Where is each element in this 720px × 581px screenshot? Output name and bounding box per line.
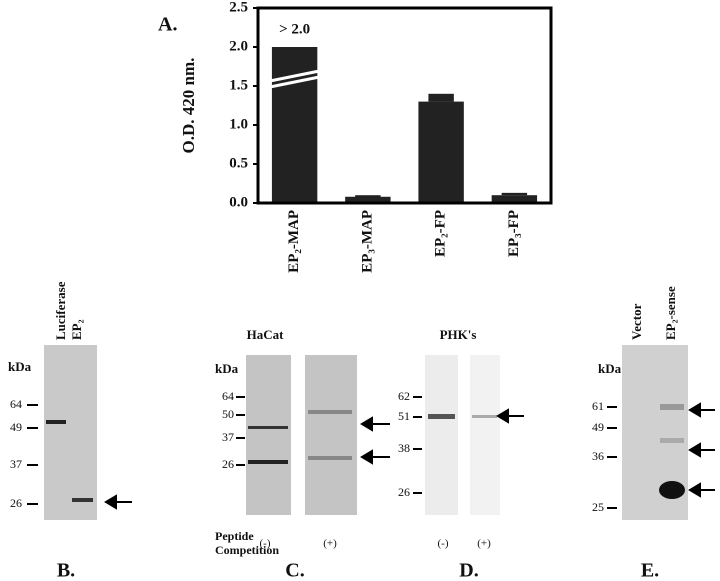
marker-label: 51 [398, 409, 410, 423]
error-bar [501, 192, 528, 196]
blot-title: HaCat [247, 327, 285, 342]
unit-label: kDa [215, 361, 239, 376]
axis-frame [256, 6, 553, 205]
bar [345, 196, 391, 203]
y-axis-label: O.D. 420 nm. [179, 58, 198, 154]
axis-break [269, 69, 320, 89]
marker-label: 62 [398, 389, 410, 403]
panel-label: D. [459, 560, 478, 581]
marker-label: 64 [222, 389, 234, 403]
y-tick-label: 0.5 [229, 155, 248, 171]
marker-label: 49 [10, 420, 22, 434]
marker-label: 37 [10, 457, 22, 471]
marker-label: 64 [10, 397, 22, 411]
arrows [104, 402, 715, 510]
x-tick-label: EP₂-FP [433, 210, 449, 257]
blot-title: PHK's [440, 327, 477, 342]
group-label: (-) [260, 538, 271, 550]
marker-label: 26 [10, 496, 22, 510]
group-label: (+) [323, 538, 337, 550]
panel-label: B. [57, 560, 75, 581]
unit-label: kDa [598, 361, 622, 376]
blots [44, 345, 688, 520]
caption: Peptide [215, 529, 254, 543]
marker-label: 37 [222, 430, 234, 444]
group-label: (+) [477, 538, 491, 550]
bar [418, 101, 464, 203]
marker-label: 38 [398, 441, 410, 455]
caption: Competition [215, 543, 279, 557]
marker-label: 26 [398, 485, 410, 499]
x-tick-label: EP₃-FP [506, 210, 522, 257]
lane-label: EP₂ [69, 319, 84, 340]
lane-label: EP₂-sense [663, 286, 678, 340]
value-label: > 2.0 [279, 21, 310, 37]
panel-label: E. [641, 560, 659, 581]
panel-label: C. [285, 560, 304, 581]
bar [271, 47, 318, 203]
panel-label: A. [158, 14, 177, 36]
marker-label: 50 [222, 407, 234, 421]
marker-label: 25 [592, 500, 604, 514]
y-tick-label: 1.5 [229, 77, 248, 93]
y-tick-label: 1.0 [229, 116, 248, 132]
x-tick-label: EP₃-MAP [359, 210, 375, 273]
marker-label: 36 [592, 449, 604, 463]
group-label: (-) [438, 538, 449, 550]
lane-label: Vector [629, 303, 644, 340]
y-tick-label: 0.0 [229, 194, 248, 210]
marker-label: 61 [592, 399, 604, 413]
unit-label: kDa [8, 359, 32, 374]
error-bar [428, 93, 454, 102]
y-tick-label: 2.0 [229, 38, 248, 54]
bar [491, 195, 538, 203]
lane-label: Luciferase [53, 281, 68, 340]
marker-label: 26 [222, 457, 234, 471]
error-bar [355, 195, 381, 198]
marker-label: 49 [592, 420, 604, 434]
x-tick-label: EP₂-MAP [286, 210, 302, 273]
y-tick-label: 2.5 [229, 0, 248, 15]
